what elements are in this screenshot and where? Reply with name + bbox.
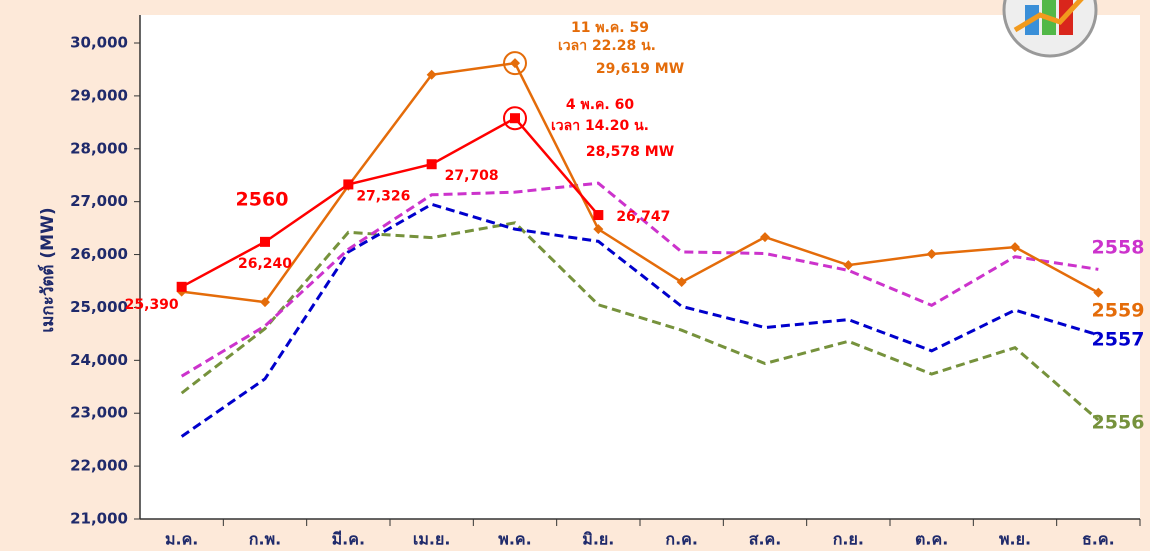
x-tick-label: ส.ค.: [749, 530, 782, 549]
x-tick-label: ต.ค.: [915, 530, 948, 549]
y-tick-label: 29,000: [70, 86, 128, 104]
chart: เมกะวัตต์ (MW) 21,000 22,000 23,000 24,000 2…: [0, 0, 1150, 551]
marker: [510, 113, 520, 123]
y-tick-label: 21,000: [70, 510, 128, 528]
data-label: 25,390: [125, 297, 179, 313]
y-tick-label: 23,000: [70, 404, 128, 422]
annotation: 28,578 MW: [586, 144, 674, 160]
marker: [177, 282, 187, 292]
marker: [260, 237, 270, 247]
x-tick-label: พ.ค.: [498, 530, 531, 549]
annotation: เวลา 14.20 น.: [551, 118, 649, 134]
legend-label: 2560: [236, 189, 289, 211]
y-tick-label: 25,000: [70, 298, 128, 316]
y-tick-label: 26,000: [70, 245, 128, 263]
x-tick-label: ก.พ.: [249, 530, 281, 549]
x-tick-label: พ.ย.: [999, 530, 1031, 549]
y-tick-label: 22,000: [70, 457, 128, 475]
legend-label: 2558: [1092, 237, 1145, 259]
data-label: 26,747: [616, 209, 670, 225]
x-tick-label: เม.ย.: [413, 530, 451, 549]
x-tick-label: มี.ค.: [332, 530, 365, 549]
annotation: 11 พ.ค. 59: [571, 20, 649, 36]
marker: [343, 179, 353, 189]
data-label: 27,708: [445, 168, 499, 184]
y-tick-label: 24,000: [70, 351, 128, 369]
legend-label: 2556: [1092, 412, 1145, 434]
x-tick-label: ม.ค.: [165, 530, 198, 549]
y-axis-label: เมกะวัตต์ (MW): [37, 207, 58, 332]
y-tick-label: 30,000: [70, 34, 128, 52]
annotation: เวลา 22.28 น.: [558, 38, 656, 54]
annotation: 29,619 MW: [596, 61, 684, 77]
x-tick-label: ธ.ค.: [1082, 530, 1115, 549]
y-tick-label: 28,000: [70, 139, 128, 157]
marker: [593, 210, 603, 220]
marker: [427, 159, 437, 169]
annotation: 4 พ.ค. 60: [566, 97, 634, 113]
data-label: 26,240: [238, 256, 292, 272]
legend-label: 2559: [1092, 300, 1145, 322]
x-tick-label: ก.ย.: [833, 530, 864, 549]
x-tick-label: มิ.ย.: [582, 530, 614, 549]
y-tick-label: 27,000: [70, 192, 128, 210]
legend-label: 2557: [1092, 329, 1145, 351]
x-tick-label: ก.ค.: [665, 530, 698, 549]
data-label: 27,326: [356, 188, 410, 204]
